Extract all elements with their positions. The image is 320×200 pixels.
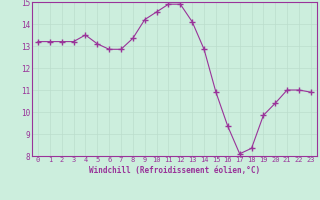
X-axis label: Windchill (Refroidissement éolien,°C): Windchill (Refroidissement éolien,°C) xyxy=(89,166,260,175)
